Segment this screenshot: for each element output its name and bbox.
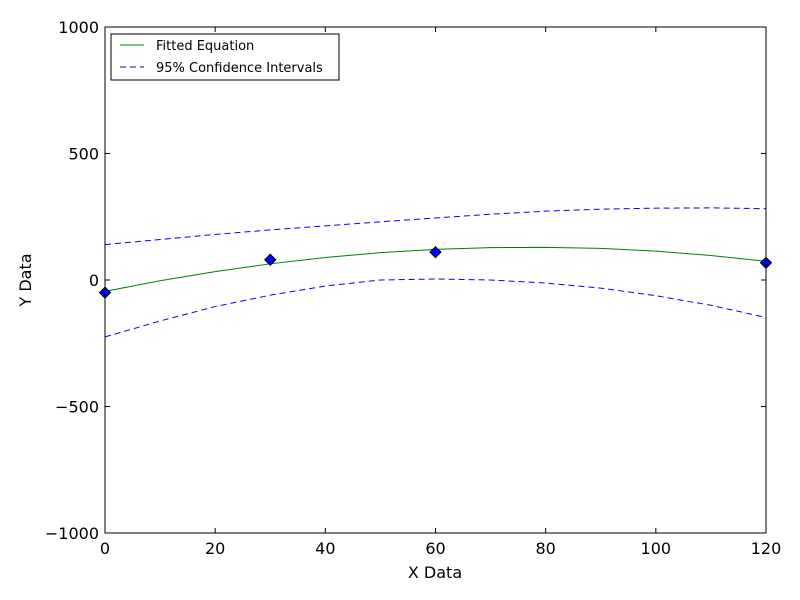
data-point-marker <box>264 253 277 266</box>
legend-box <box>110 33 340 81</box>
x-tick-label: 0 <box>100 539 110 558</box>
y-axis-label: Y Data <box>16 253 35 307</box>
legend: Fitted Equation 95% Confidence Intervals <box>110 33 340 81</box>
y-tick-label: −1000 <box>45 524 99 543</box>
y-tick-label: 1000 <box>58 18 99 37</box>
legend-label-fitted: Fitted Equation <box>156 39 254 54</box>
x-tick-label: 20 <box>205 539 225 558</box>
x-tick-label: 120 <box>751 539 782 558</box>
x-tick-label: 80 <box>535 539 555 558</box>
confidence-lower-line <box>105 278 766 338</box>
y-tick-label: −500 <box>55 398 99 417</box>
x-tick-label: 100 <box>641 539 672 558</box>
confidence-upper-line <box>105 207 766 246</box>
y-tick-label: 0 <box>89 271 99 290</box>
x-tick-label: 60 <box>425 539 445 558</box>
legend-label-confidence: 95% Confidence Intervals <box>156 61 323 76</box>
x-tick-label: 40 <box>315 539 335 558</box>
x-axis-label: X Data <box>408 563 462 582</box>
y-tick-label: 500 <box>68 145 99 164</box>
ticks: 0 20 40 60 80 100 120 −1000 −500 0 500 1000 <box>45 18 781 558</box>
data-point-marker <box>429 245 442 259</box>
